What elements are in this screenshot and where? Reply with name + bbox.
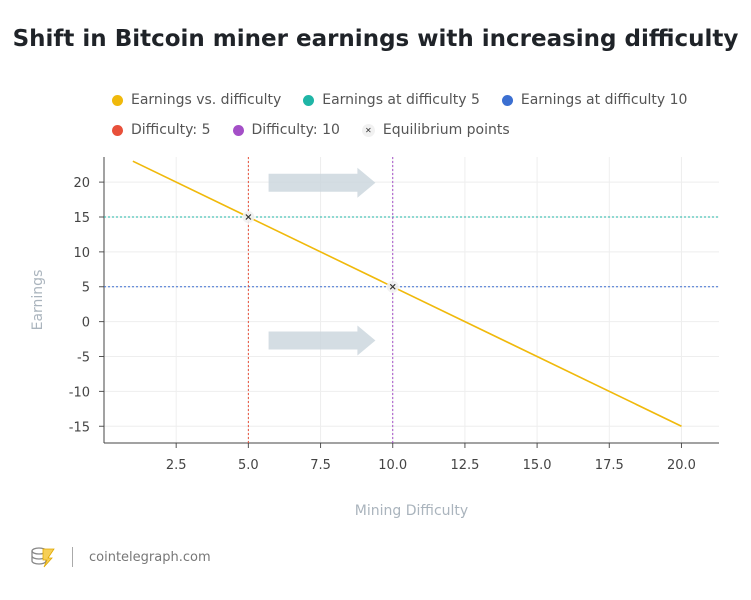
legend-item[interactable]: Difficulty: 5 <box>112 122 211 138</box>
legend-item[interactable]: Earnings vs. difficulty <box>112 92 281 108</box>
equilibrium-marker-x <box>245 214 252 220</box>
x-tick-label: 5.0 <box>238 458 259 473</box>
x-tick-label: 15.0 <box>523 458 552 473</box>
close-x-icon: ✕ <box>361 123 375 137</box>
legend-item[interactable]: Earnings at difficulty 10 <box>501 92 687 108</box>
legend-row-2: Difficulty: 5 Difficulty: 10 ✕ Equilibriu… <box>112 122 510 138</box>
x-tick-label: 20.0 <box>667 458 696 473</box>
cointelegraph-logo-icon <box>31 547 55 568</box>
equilibrium-marker-x <box>389 283 396 290</box>
y-tick-label: 5 <box>82 281 90 296</box>
x-tick-label: 2.5 <box>166 458 187 473</box>
y-tick-label: 0 <box>82 316 90 331</box>
y-tick-label: -5 <box>77 351 90 366</box>
y-tick-label: 20 <box>73 176 90 191</box>
x-tick-label: 10.0 <box>378 458 407 473</box>
x-tick-label: 17.5 <box>595 458 624 473</box>
arrow-right-icon <box>268 325 376 356</box>
footer: cointelegraph.com <box>30 545 211 569</box>
y-axis-label: Earnings <box>30 270 46 331</box>
x-tick-label: 7.5 <box>310 458 331 473</box>
x-tick-label: 12.5 <box>450 458 479 473</box>
chart-title: Shift in Bitcoin miner earnings with inc… <box>12 26 739 52</box>
legend-item[interactable]: Earnings at difficulty 5 <box>303 92 480 108</box>
legend-swatch <box>112 124 123 136</box>
legend-swatch <box>112 94 123 106</box>
legend-item[interactable]: Difficulty: 10 <box>232 122 340 138</box>
legend-item[interactable]: ✕ Equilibrium points <box>361 122 510 138</box>
divider <box>72 547 73 567</box>
footer-brand: cointelegraph.com <box>89 549 211 565</box>
y-tick-label: 15 <box>73 211 90 226</box>
legend-row-1: Earnings vs. difficulty Earnings at diff… <box>112 92 687 108</box>
y-tick-label: -10 <box>69 385 90 400</box>
series-line <box>132 160 682 427</box>
legend-swatch <box>501 94 513 106</box>
arrow-right-icon <box>268 167 376 198</box>
legend-swatch <box>232 124 244 136</box>
x-axis-label: Mining Difficulty <box>355 503 468 519</box>
y-tick-label: 10 <box>73 246 90 261</box>
legend-swatch <box>303 94 315 106</box>
y-tick-label: -15 <box>69 420 90 435</box>
